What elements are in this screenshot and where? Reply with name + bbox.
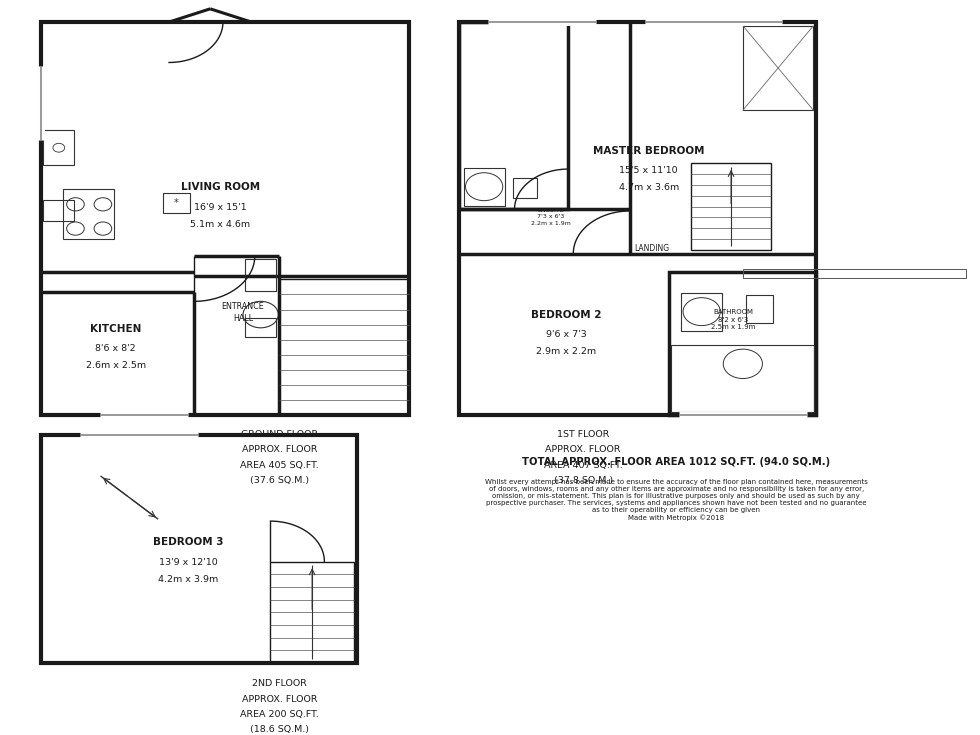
Text: (18.6 SQ.M.): (18.6 SQ.M.) — [250, 725, 309, 734]
Bar — [245, 318, 276, 337]
Text: 4.2m x 3.9m: 4.2m x 3.9m — [158, 575, 219, 584]
Text: 16'9 x 15'1: 16'9 x 15'1 — [194, 203, 247, 212]
Text: 5.1m x 4.6m: 5.1m x 4.6m — [190, 220, 251, 229]
Bar — [459, 22, 816, 415]
Bar — [270, 562, 354, 663]
Bar — [464, 168, 505, 206]
Bar — [41, 22, 409, 415]
Text: BATHROOM
8'2 x 6'3
2.5m x 1.9m: BATHROOM 8'2 x 6'3 2.5m x 1.9m — [710, 309, 756, 330]
Text: (37.8 SQ.M.): (37.8 SQ.M.) — [554, 476, 612, 485]
Text: LIVING ROOM: LIVING ROOM — [181, 182, 260, 193]
Text: AREA 407 SQ.FT.: AREA 407 SQ.FT. — [544, 461, 622, 470]
Bar — [681, 293, 722, 331]
Text: BEDROOM 3: BEDROOM 3 — [153, 537, 223, 548]
Text: 13'9 x 12'10: 13'9 x 12'10 — [159, 558, 218, 567]
Text: 4.7m x 3.6m: 4.7m x 3.6m — [618, 183, 679, 192]
Bar — [63, 189, 114, 239]
Text: APPROX. FLOOR: APPROX. FLOOR — [241, 445, 318, 454]
Text: MASTER BEDROOM: MASTER BEDROOM — [593, 146, 705, 156]
Text: APPROX. FLOOR: APPROX. FLOOR — [241, 695, 318, 703]
Text: (37.6 SQ.M.): (37.6 SQ.M.) — [250, 476, 309, 485]
Text: 2.9m x 2.2m: 2.9m x 2.2m — [536, 347, 597, 356]
Bar — [691, 163, 771, 250]
Bar — [669, 272, 816, 415]
Text: AREA 200 SQ.FT.: AREA 200 SQ.FT. — [240, 710, 318, 719]
Text: 9'6 x 7'3: 9'6 x 7'3 — [546, 330, 587, 339]
Text: BEDROOM 2: BEDROOM 2 — [531, 309, 602, 320]
Bar — [279, 279, 409, 415]
Text: Whilst every attempt has been made to ensure the accuracy of the floor plan cont: Whilst every attempt has been made to en… — [485, 479, 867, 521]
Bar — [513, 178, 537, 198]
Bar — [671, 345, 814, 412]
Text: TOTAL APPROX. FLOOR AREA 1012 SQ.FT. (94.0 SQ.M.): TOTAL APPROX. FLOOR AREA 1012 SQ.FT. (94… — [522, 457, 830, 467]
Text: LANDING: LANDING — [634, 244, 669, 253]
Text: 8'6 x 8'2: 8'6 x 8'2 — [95, 344, 136, 353]
Bar — [43, 200, 74, 220]
Bar — [163, 193, 190, 213]
Text: 2ND FLOOR: 2ND FLOOR — [252, 679, 307, 688]
Text: AREA 405 SQ.FT.: AREA 405 SQ.FT. — [240, 461, 318, 470]
Text: GROUND FLOOR: GROUND FLOOR — [241, 430, 318, 439]
Bar — [459, 22, 568, 209]
Bar — [743, 26, 813, 110]
Text: 2.6m x 2.5m: 2.6m x 2.5m — [85, 361, 146, 370]
Text: 15'5 x 11'10: 15'5 x 11'10 — [619, 166, 678, 175]
Text: APPROX. FLOOR: APPROX. FLOOR — [545, 445, 621, 454]
Bar — [43, 130, 74, 165]
Text: KITCHEN: KITCHEN — [90, 323, 141, 334]
Bar — [746, 295, 773, 323]
Bar — [743, 269, 966, 278]
Text: ENTRANCE
HALL: ENTRANCE HALL — [221, 302, 265, 323]
Text: ENSUITE
7'3 x 6'3
2.2m x 1.9m: ENSUITE 7'3 x 6'3 2.2m x 1.9m — [531, 208, 570, 226]
Bar — [245, 259, 276, 291]
Bar — [41, 435, 357, 663]
Text: *: * — [174, 198, 178, 208]
Text: 1ST FLOOR: 1ST FLOOR — [557, 430, 610, 439]
